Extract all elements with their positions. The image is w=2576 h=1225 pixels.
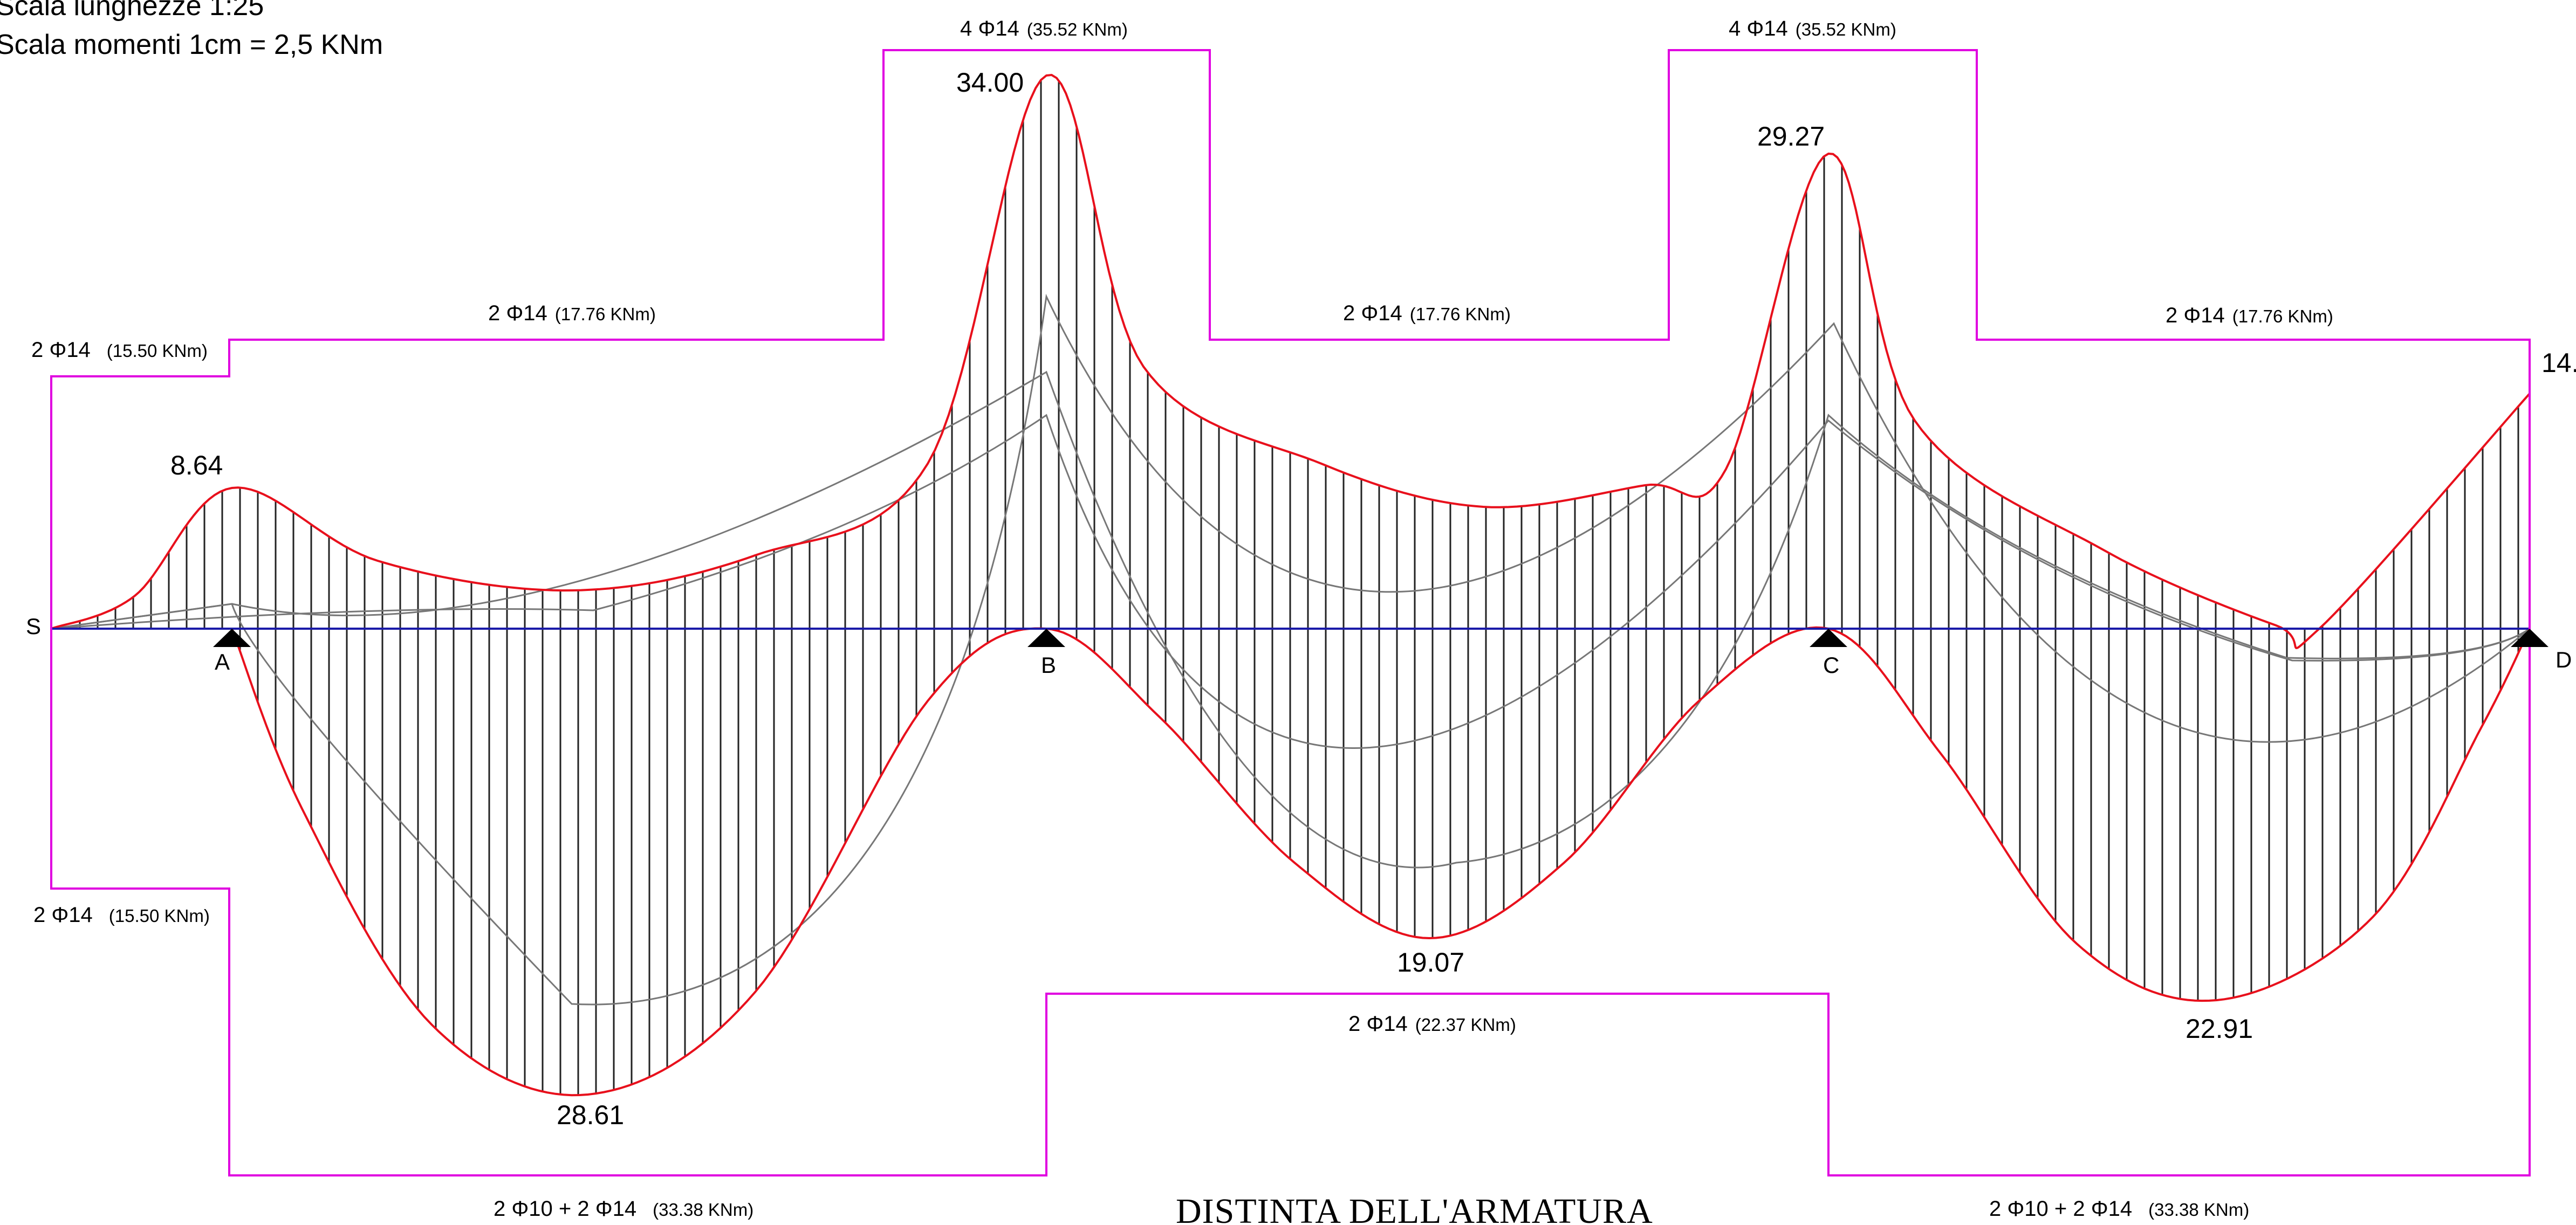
moment-hatching	[61, 80, 2519, 1096]
support-label-B: B	[1041, 652, 1056, 678]
rebar-top-labels: 2 Φ14 (15.50 KNm) 2 Φ14 (17.76 KNm) 4 Φ14(…	[31, 17, 2333, 362]
moment-envelope	[51, 73, 2531, 1097]
rebar-bottom-label: 2 Φ14 (15.50 KNm)	[33, 903, 210, 927]
rebar-resistance	[50, 49, 2531, 1176]
support-label-A: A	[215, 649, 230, 675]
combo-curve-3	[51, 414, 2530, 749]
support-B-icon	[1027, 629, 1065, 647]
peak-B: 34.00	[956, 67, 1024, 98]
peak-D: 14.	[2541, 348, 2576, 378]
envelope-negative	[51, 73, 2531, 649]
drawing-title: DISTINTA DELL'ARMATURA	[1176, 1192, 1653, 1225]
support-label-C: C	[1823, 652, 1839, 678]
rebar-top-label: 4 Φ14 (35.52 KNm)	[1729, 17, 1896, 40]
rebar-bottom-line	[50, 629, 2531, 1176]
rebar-top-label: 2 Φ14 (15.50 KNm)	[31, 338, 208, 362]
support-D-icon	[2511, 629, 2548, 647]
supports	[213, 629, 2548, 647]
peak-span-CD: 22.91	[2186, 1014, 2253, 1044]
rebar-top-label: 2 Φ14 (17.76 KNm)	[488, 301, 656, 325]
rebar-top-label: 2 Φ14 (17.76 KNm)	[1343, 301, 1511, 325]
support-label-S: S	[26, 614, 41, 639]
rebar-bottom-labels: 2 Φ14 (15.50 KNm) 2 Φ10 + 2 Φ14 (33.38 KNm…	[33, 903, 2249, 1221]
envelope-positive	[231, 626, 2531, 1097]
peak-C: 29.27	[1757, 121, 1825, 152]
support-A-icon	[213, 629, 251, 647]
scale-moments: Scala momenti 1cm = 2,5 KNm	[0, 29, 383, 60]
combo-curve-1	[51, 293, 2530, 1006]
scale-lengths: Scala lunghezze 1:25	[0, 0, 264, 22]
peak-span-BC: 19.07	[1397, 947, 1464, 978]
rebar-bottom-label: 2 Φ10 + 2 Φ14 (33.38 KNm)	[494, 1197, 753, 1221]
rebar-top-label: 4 Φ14 (35.52 KNm)	[960, 17, 1128, 40]
rebar-top-line	[50, 49, 2531, 629]
support-C-icon	[1810, 629, 1847, 647]
rebar-bottom-label: 2 Φ14 (22.37 KNm)	[1348, 1012, 1516, 1036]
rebar-top-label: 2 Φ14 (17.76 KNm)	[2166, 304, 2333, 327]
support-label-D: D	[2556, 647, 2572, 672]
peak-span-AB: 28.61	[557, 1100, 624, 1130]
rebar-bottom-label: 2 Φ10 + 2 Φ14 (33.38 KNm)	[1989, 1197, 2249, 1221]
peak-A: 8.64	[170, 450, 223, 480]
